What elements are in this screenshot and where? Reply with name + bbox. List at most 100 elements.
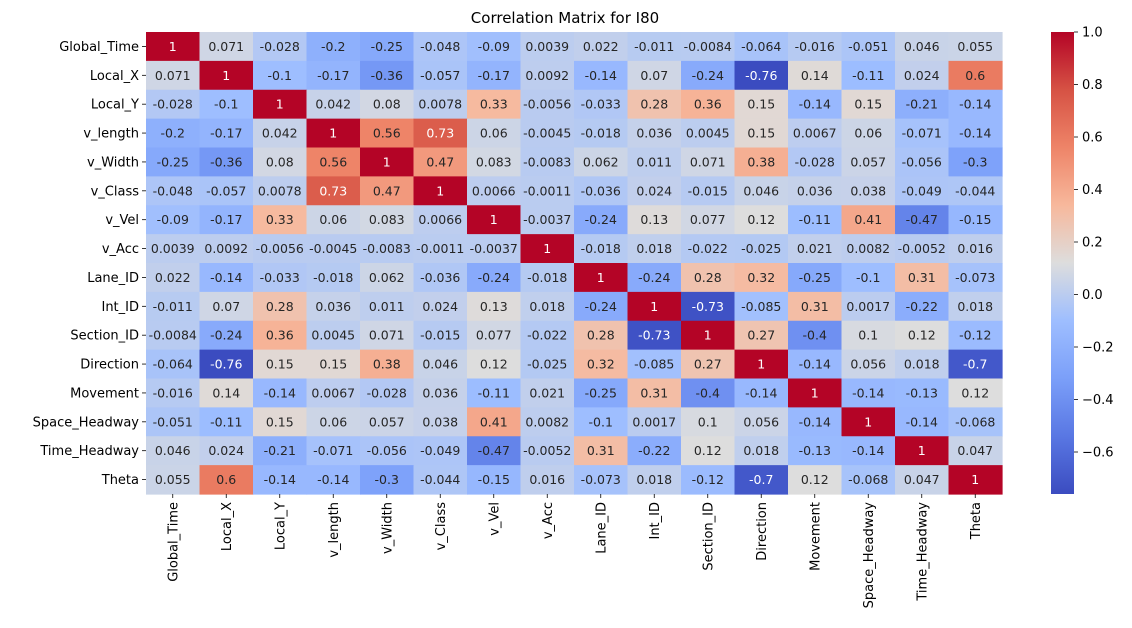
cell-value-label: -0.3 (963, 154, 987, 169)
cell-value-label: -0.025 (527, 357, 567, 372)
heatmap-cell (627, 234, 682, 264)
cell-value-label: 0.13 (480, 299, 508, 314)
heatmap-cell (627, 89, 682, 120)
cell-value-label: 0.024 (422, 299, 458, 314)
heatmap-cell (841, 349, 896, 380)
cell-value-label: -0.21 (906, 97, 938, 112)
column-tick-label: v_Acc (541, 502, 556, 539)
heatmap-cell (895, 32, 950, 62)
cell-value-label: -0.0011 (523, 183, 571, 198)
cell-value-label: 0.016 (529, 472, 565, 487)
cell-value-label: -0.068 (955, 414, 995, 429)
cell-value-label: 0.73 (319, 183, 347, 198)
heatmap-cell (520, 118, 575, 149)
heatmap-cell (199, 407, 254, 437)
heatmap-cell (574, 263, 629, 293)
heatmap-cell (413, 176, 468, 206)
cell-value-label: 0.12 (961, 385, 989, 400)
cell-value-label: 0.016 (957, 241, 993, 256)
cell-value-label: -0.12 (959, 328, 991, 343)
heatmap-cell (681, 349, 736, 380)
cell-value-label: -0.033 (581, 97, 621, 112)
heatmap-cell (146, 378, 201, 408)
cell-value-label: -0.018 (581, 126, 621, 141)
cell-value-label: 0.32 (587, 357, 615, 372)
heatmap-cell (841, 60, 896, 91)
cell-value-label: -0.09 (157, 212, 189, 227)
cell-value-label: 0.018 (636, 472, 672, 487)
heatmap-cell (199, 147, 254, 177)
cell-value-label: -0.057 (206, 183, 246, 198)
cell-value-label: 0.0045 (311, 328, 355, 343)
cell-value-label: -0.09 (478, 39, 510, 54)
cell-value-label: 0.0066 (418, 212, 462, 227)
column-tick-label: Global_Time (166, 502, 181, 582)
heatmap-cell (253, 60, 308, 91)
cell-value-label: 0.024 (636, 183, 672, 198)
cell-value-label: 0.6 (965, 68, 985, 83)
cell-value-label: 0.022 (155, 270, 191, 285)
heatmap-cell (413, 205, 468, 235)
heatmap-cell (788, 407, 843, 437)
heatmap-cell (360, 320, 415, 351)
heatmap-cell (306, 118, 361, 149)
colorbar-tick-label: −0.4 (1082, 393, 1114, 408)
heatmap-cell (734, 147, 789, 177)
cell-value-label: -0.17 (210, 212, 242, 227)
heatmap-cell (627, 263, 682, 293)
cell-value-label: -0.11 (210, 414, 242, 429)
cell-value-label: -0.2 (161, 126, 185, 141)
cell-value-label: -0.13 (906, 385, 938, 400)
cell-value-label: -0.011 (634, 39, 674, 54)
column-tick-label: Space_Headway (862, 502, 877, 609)
cell-value-label: 0.32 (747, 270, 775, 285)
heatmap-cell (788, 349, 843, 380)
cell-value-label: 0.41 (854, 212, 882, 227)
cell-value-label: 0.12 (801, 472, 829, 487)
cell-value-label: -0.24 (210, 328, 242, 343)
cell-value-label: 0.38 (373, 357, 401, 372)
heatmap-cell (734, 349, 789, 380)
colorbar-tick-label: −0.2 (1082, 341, 1114, 356)
heatmap-cell (574, 147, 629, 177)
heatmap-cell (467, 234, 522, 264)
heatmap-cell (788, 291, 843, 322)
cell-value-label: -0.025 (741, 241, 781, 256)
heatmap-cell (841, 320, 896, 351)
cell-value-label: 0.36 (266, 328, 294, 343)
cell-value-label: -0.022 (688, 241, 728, 256)
cell-value-label: -0.47 (478, 443, 510, 458)
heatmap-cell (360, 465, 415, 495)
heatmap-cell (199, 118, 254, 149)
heatmap-cell (681, 378, 736, 408)
heatmap-cell (948, 436, 1003, 466)
colorbar-tick-label: 0.0 (1082, 288, 1103, 303)
cell-value-label: -0.0037 (523, 212, 571, 227)
cell-value-label: 0.1 (698, 414, 718, 429)
cell-value-label: -0.14 (799, 414, 831, 429)
heatmap-cell (520, 291, 575, 322)
cell-value-label: 1 (971, 472, 979, 487)
heatmap-cell (520, 176, 575, 206)
heatmap-cell (146, 465, 201, 495)
cell-value-label: 0.056 (743, 414, 779, 429)
heatmap-cell (199, 349, 254, 380)
heatmap-cell (681, 436, 736, 466)
colorbar-tick-label: 0.4 (1082, 183, 1103, 198)
cell-value-label: -0.14 (852, 443, 884, 458)
cell-value-label: 1 (490, 212, 498, 227)
heatmap-cell (306, 291, 361, 322)
cell-value-label: -0.11 (478, 385, 510, 400)
heatmap-cell-labels: 1 0.071 -0.028 -0.2 -0.25 -0.048 -0.09 0.0039 0.… (149, 39, 996, 487)
cell-value-label: 0.15 (266, 414, 294, 429)
cell-value-label: 0.38 (747, 154, 775, 169)
cell-value-label: 0.14 (801, 68, 829, 83)
cell-value-label: 0.071 (208, 39, 244, 54)
heatmap-cell (360, 176, 415, 206)
heatmap-cell (199, 378, 254, 408)
column-tick-label: Theta (969, 502, 984, 540)
cell-value-label: 0.0078 (418, 97, 462, 112)
cell-value-label: -0.028 (795, 154, 835, 169)
cell-value-label: 0.022 (583, 39, 619, 54)
cell-value-label: 0.071 (155, 68, 191, 83)
